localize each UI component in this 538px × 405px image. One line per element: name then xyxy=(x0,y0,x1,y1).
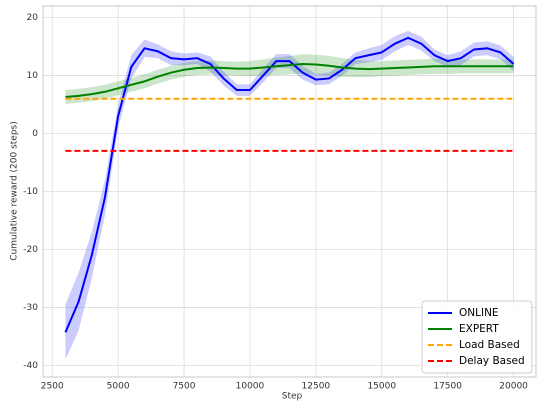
legend-label: Delay Based xyxy=(459,355,525,367)
series-line xyxy=(64,36,515,333)
legend: ONLINE EXPERT Load Based Delay Based xyxy=(421,300,533,374)
x-tick-label: 5000 xyxy=(107,382,130,392)
x-axis-label: Step xyxy=(282,392,303,402)
y-tick-label: 20 xyxy=(27,13,39,23)
x-tick-label: 2500 xyxy=(41,382,64,392)
x-tick-label: 10000 xyxy=(236,382,265,392)
x-tick-label: 12500 xyxy=(302,382,331,392)
legend-label: ONLINE xyxy=(459,307,499,319)
x-tick-label: 15000 xyxy=(367,382,396,392)
plot-frame xyxy=(42,5,537,378)
y-tick-label: -20 xyxy=(23,245,38,255)
y-tick-label: -30 xyxy=(23,303,38,313)
legend-label: Load Based xyxy=(459,339,520,351)
y-axis-label: Cumulative reward (200 steps) xyxy=(10,121,20,260)
x-tick-label: 7500 xyxy=(173,382,196,392)
y-tick-label: 10 xyxy=(27,71,39,81)
y-tick-label: -40 xyxy=(23,361,38,371)
y-tick-label: 0 xyxy=(32,129,38,139)
x-tick-label: 20000 xyxy=(499,382,528,392)
y-tick-label: -10 xyxy=(23,187,38,197)
series-line xyxy=(65,62,514,99)
legend-box xyxy=(421,300,533,374)
confidence-band xyxy=(65,54,514,104)
x-tick-label: 17500 xyxy=(433,382,462,392)
legend-label: EXPERT xyxy=(459,323,499,335)
